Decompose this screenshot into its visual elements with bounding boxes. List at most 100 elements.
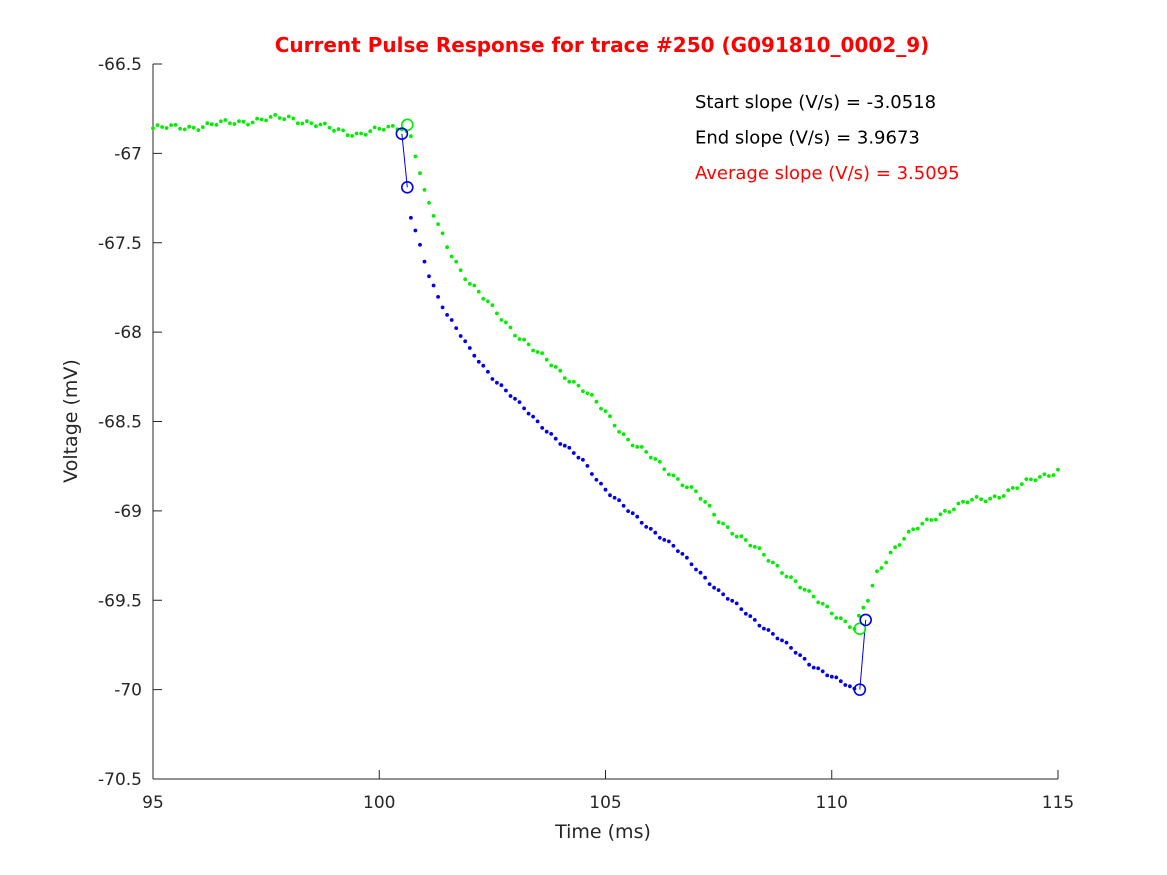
green-trace-point — [354, 131, 359, 136]
green-trace-point — [1029, 477, 1033, 482]
y-tick-label: -69.5 — [98, 591, 142, 611]
green-trace-point — [305, 119, 309, 124]
green-trace-point — [825, 604, 830, 609]
green-trace-point — [544, 357, 549, 362]
blue-trace-point — [644, 525, 649, 529]
slope-annotation: End slope (V/s) = 3.9673 — [695, 128, 920, 149]
green-trace-point — [476, 289, 481, 294]
blue-trace-point — [748, 614, 753, 618]
green-trace-point — [255, 116, 259, 121]
green-trace-point — [535, 350, 540, 354]
green-trace-point — [997, 495, 1002, 500]
blue-trace-point — [829, 674, 834, 679]
blue-trace-point — [571, 451, 576, 455]
green-trace-point — [820, 601, 825, 606]
green-trace-point — [418, 171, 422, 176]
blue-trace-point — [440, 305, 445, 310]
green-trace-point — [232, 122, 237, 126]
blue-trace-point — [635, 514, 640, 519]
green-trace-point — [757, 546, 762, 551]
blue-circle-marker — [853, 683, 867, 696]
green-trace-point — [617, 430, 621, 434]
blue-trace-point — [535, 419, 540, 424]
green-trace-point — [590, 392, 594, 397]
green-trace-point — [875, 569, 879, 574]
green-trace-point — [223, 118, 228, 122]
green-trace-point — [626, 437, 630, 442]
blue-trace-point — [522, 406, 526, 411]
green-trace-point — [915, 526, 920, 531]
green-trace-point — [445, 245, 449, 250]
blue-trace-point — [780, 638, 784, 643]
green-trace-point — [381, 127, 386, 132]
green-trace-point — [300, 121, 305, 126]
green-trace-point — [440, 231, 445, 236]
green-trace-point — [857, 613, 861, 618]
green-trace-point — [1038, 475, 1042, 479]
blue-trace-point — [712, 585, 716, 590]
green-trace-point — [413, 154, 418, 159]
green-trace-point — [1047, 474, 1051, 478]
green-trace-point — [766, 559, 771, 563]
chart-annotations: Start slope (V/s) = -3.0518 End slope (V/… — [695, 92, 960, 184]
blue-trace-point — [838, 679, 843, 684]
green-trace-point — [698, 496, 703, 501]
blue-trace-point — [431, 283, 436, 288]
green-trace-point — [1019, 482, 1024, 486]
green-trace-point — [644, 450, 649, 454]
green-trace-point — [621, 432, 626, 436]
blue-trace-point — [676, 549, 680, 553]
green-trace-point — [431, 214, 436, 218]
blue-circle-marker — [859, 613, 872, 627]
green-trace-point — [952, 507, 956, 512]
green-trace-point — [178, 126, 183, 131]
blue-trace-point — [540, 426, 545, 430]
blue-trace-point — [599, 481, 603, 486]
green-trace-point — [965, 500, 970, 505]
green-trace-point — [449, 254, 454, 259]
y-tick-label: -70 — [114, 681, 142, 701]
green-trace-point — [522, 337, 526, 342]
blue-trace-point — [725, 597, 730, 601]
green-trace-point — [879, 566, 884, 570]
blue-trace-point — [762, 626, 766, 631]
blue-trace-point — [436, 295, 440, 299]
green-trace-point — [694, 489, 698, 494]
blue-trace-point — [449, 318, 454, 322]
blue-trace-point — [653, 530, 658, 535]
green-trace-point — [938, 512, 943, 517]
green-trace-point — [517, 337, 522, 341]
green-trace-point — [1051, 473, 1056, 477]
blue-trace-point — [621, 503, 626, 508]
green-trace-point — [780, 571, 784, 575]
x-axis-label: Time (ms) — [554, 821, 651, 843]
green-trace-point — [983, 499, 988, 504]
green-trace-point — [345, 133, 350, 138]
blue-trace-point — [743, 611, 748, 616]
blue-trace-point — [793, 650, 798, 655]
green-trace-point — [454, 259, 459, 264]
green-trace-point — [599, 406, 603, 411]
green-trace-point — [920, 521, 925, 526]
green-trace-point — [1033, 478, 1038, 483]
blue-trace-point — [594, 477, 599, 482]
green-trace-point — [409, 134, 413, 139]
blue-trace-point — [820, 669, 825, 674]
green-trace-point — [906, 529, 911, 534]
green-trace-point — [739, 534, 744, 539]
blue-trace-point — [445, 313, 449, 317]
blue-trace-point — [472, 353, 477, 358]
green-trace-point — [612, 423, 617, 428]
green-trace-point — [970, 497, 974, 502]
green-trace-point — [884, 560, 888, 565]
blue-trace-point — [766, 628, 771, 632]
green-trace-point — [463, 277, 468, 282]
green-trace-point — [341, 128, 345, 133]
green-trace-point — [504, 320, 508, 325]
y-tick-label: -67 — [114, 144, 142, 164]
green-trace-point — [988, 496, 992, 501]
green-trace-point — [933, 517, 938, 522]
green-trace-point — [752, 545, 757, 549]
green-trace-point — [562, 376, 567, 380]
blue-trace-point — [562, 443, 567, 448]
